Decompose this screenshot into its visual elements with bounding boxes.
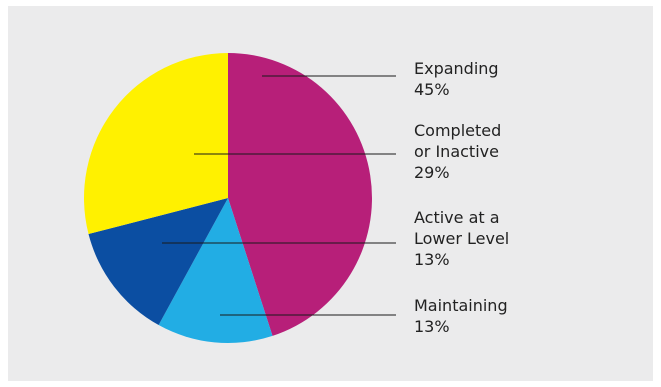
slice-label-text: Expanding	[414, 59, 499, 78]
pie-slice-active-at-a-lower-level	[88, 198, 229, 326]
slice-label-completed-or-inactive: Completed or Inactive 29%	[414, 120, 501, 183]
slice-value-label: 29%	[414, 163, 450, 182]
slice-label-text: Maintaining	[414, 296, 508, 315]
pie-slice-expanding	[228, 53, 372, 336]
slice-label-text: or Inactive	[414, 142, 499, 161]
slice-label-expanding: Expanding 45%	[414, 58, 499, 100]
slice-value-label: 13%	[414, 317, 450, 336]
pie-slice-completed-or-inactive	[83, 52, 229, 235]
slice-label-active-at-a-lower-level: Active at a Lower Level 13%	[414, 207, 509, 270]
slice-label-text: Completed	[414, 121, 502, 140]
slice-label-maintaining: Maintaining 13%	[414, 295, 508, 337]
slice-value-label: 13%	[414, 250, 450, 269]
slice-value-label: 45%	[414, 80, 450, 99]
slice-label-text: Active at a	[414, 208, 500, 227]
slice-label-text: Lower Level	[414, 229, 510, 248]
pie-slice-maintaining	[158, 198, 273, 343]
